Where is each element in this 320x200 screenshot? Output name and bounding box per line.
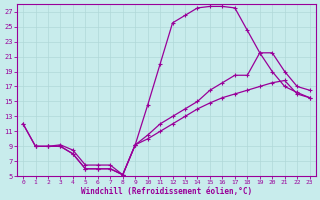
X-axis label: Windchill (Refroidissement éolien,°C): Windchill (Refroidissement éolien,°C): [81, 187, 252, 196]
